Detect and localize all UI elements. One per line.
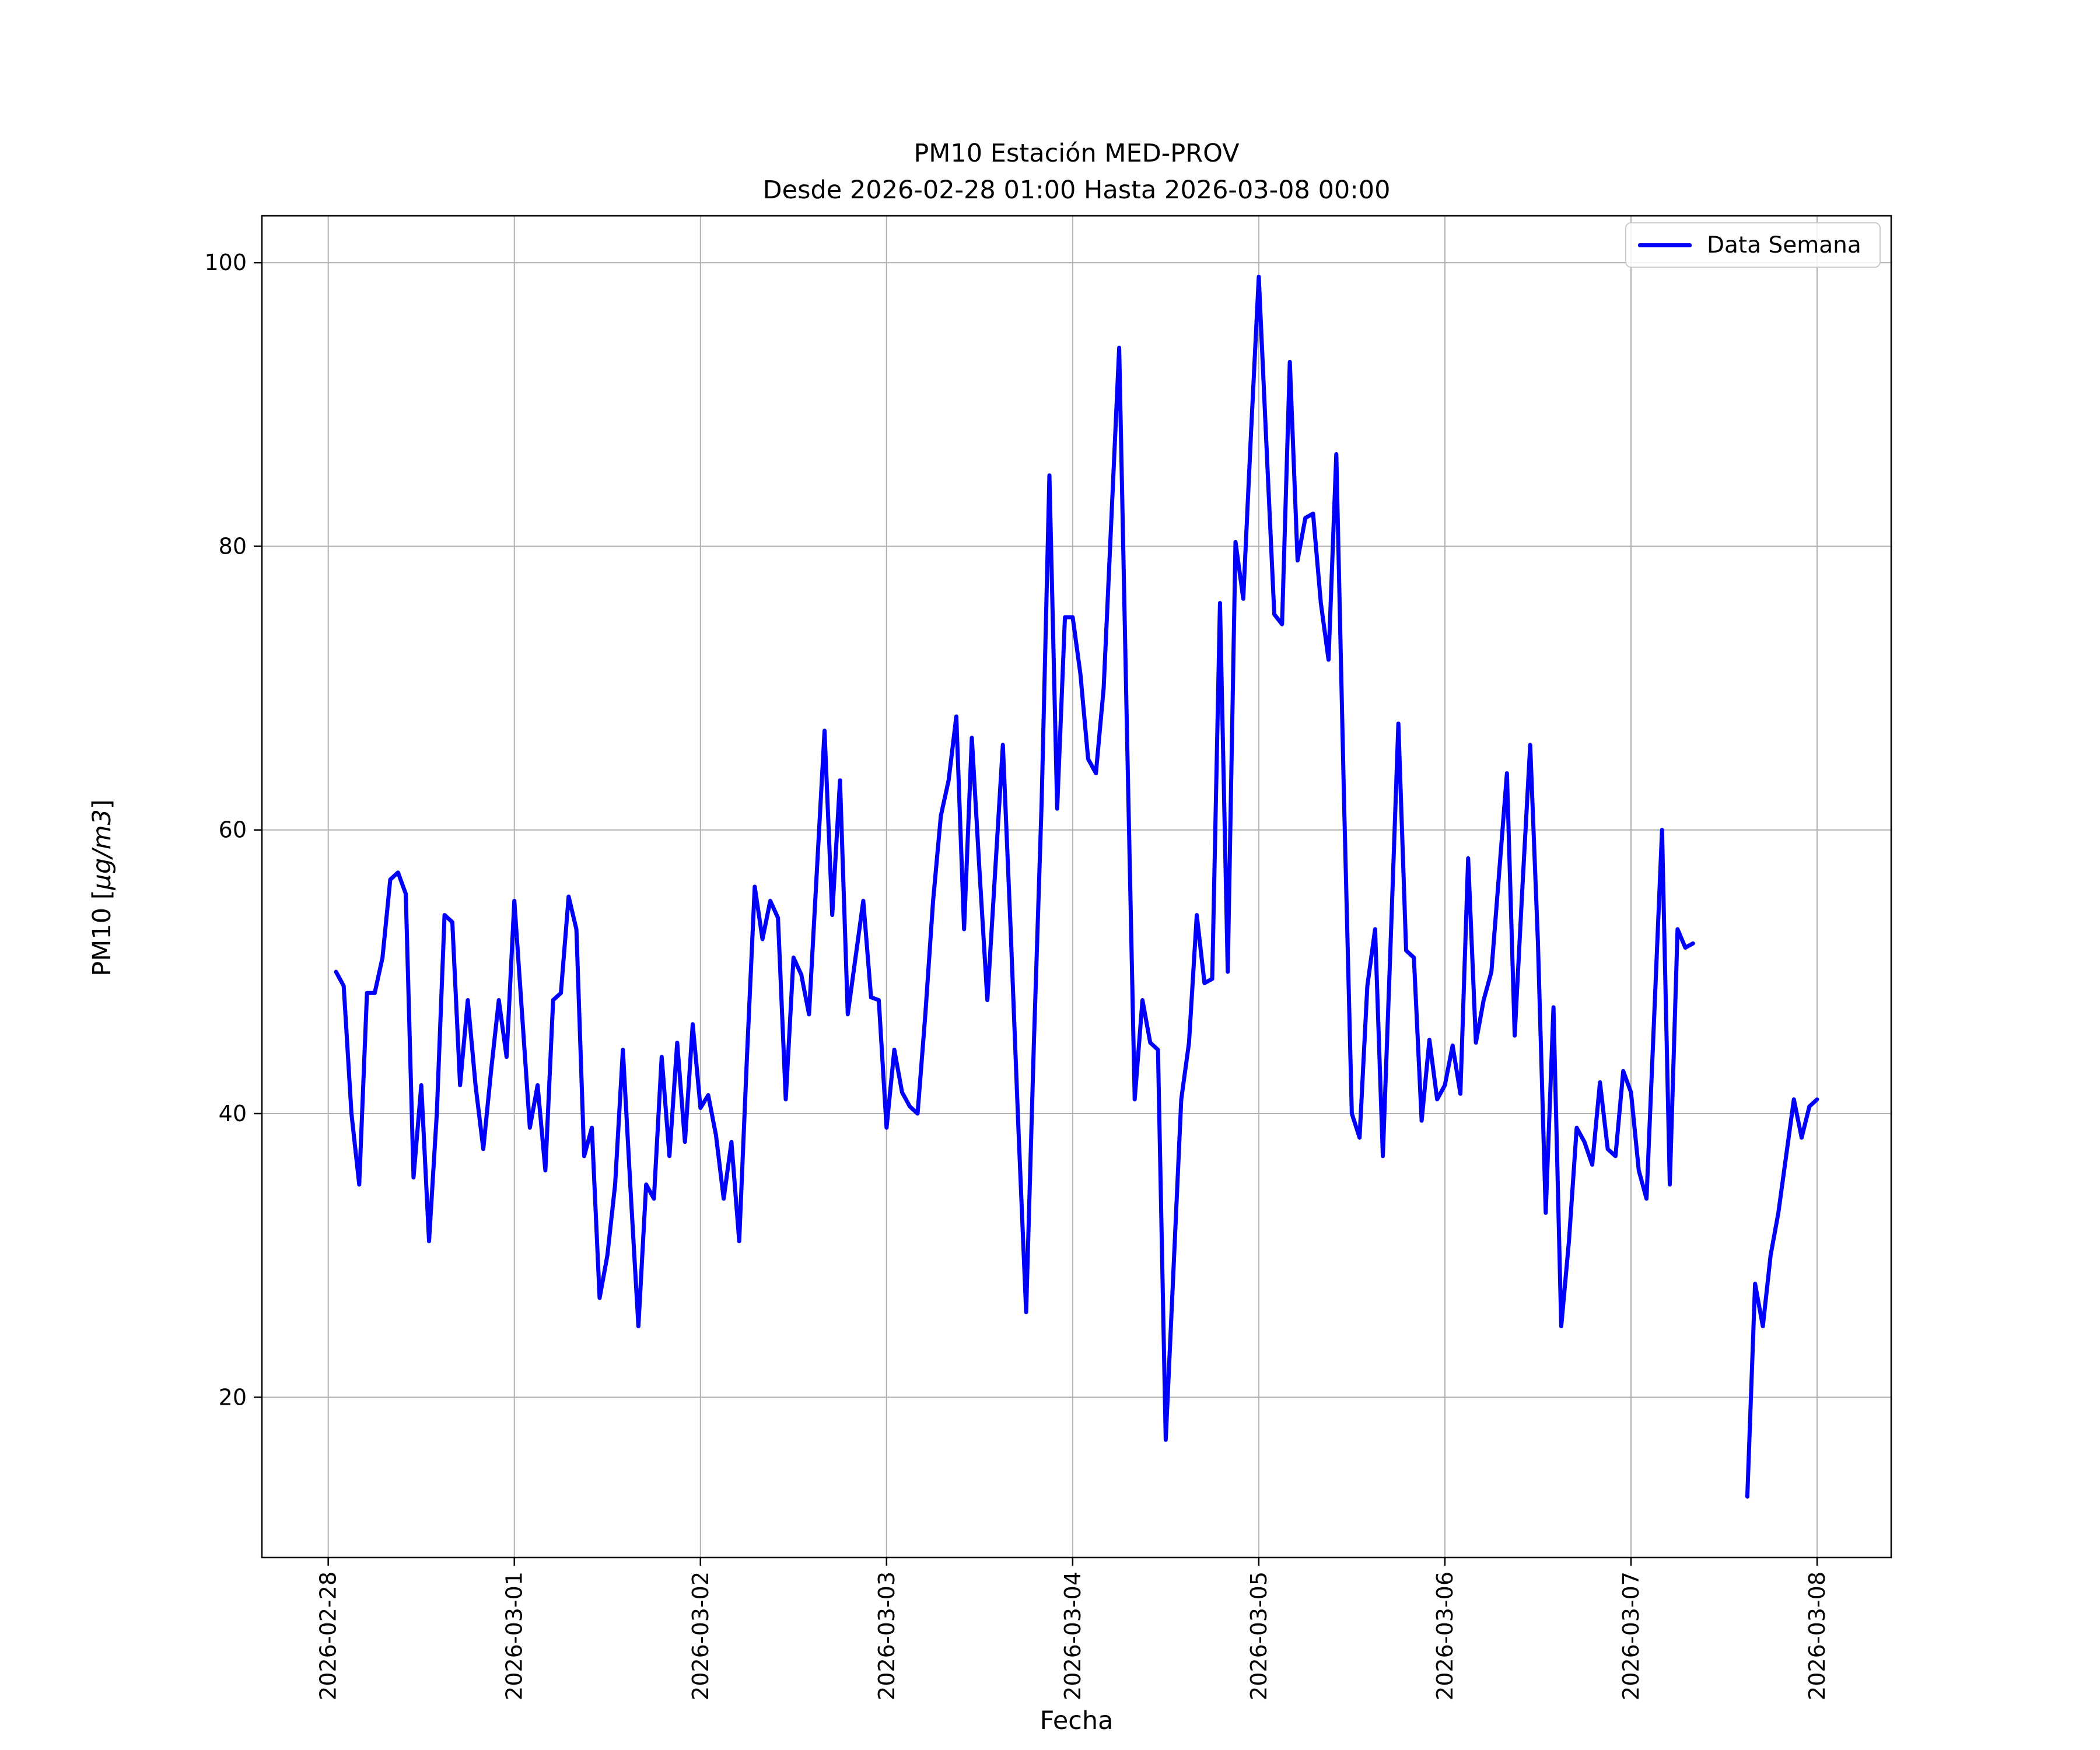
x-tick-label: 2026-03-01 bbox=[502, 1572, 527, 1700]
y-axis-label-units: μg/m3 bbox=[88, 809, 117, 890]
x-tick-label: 2026-02-28 bbox=[316, 1572, 341, 1700]
chart-title: PM10 Estación MED-PROV Desde 2026-02-28 … bbox=[262, 135, 1891, 209]
chart-title-line-1: PM10 Estación MED-PROV bbox=[914, 139, 1240, 168]
y-tick-label: 80 bbox=[219, 533, 247, 559]
data-line bbox=[1745, 1097, 1819, 1499]
x-tick-label: 2026-03-04 bbox=[1060, 1572, 1086, 1700]
y-tick-label: 20 bbox=[219, 1384, 247, 1410]
data-line bbox=[334, 275, 1695, 1442]
x-tick-label: 2026-03-06 bbox=[1432, 1572, 1458, 1700]
x-tick-label: 2026-03-02 bbox=[688, 1572, 713, 1700]
y-axis-label-bracket: ] bbox=[88, 799, 117, 810]
chart-title-line-2: Desde 2026-02-28 01:00 Hasta 2026-03-08 … bbox=[762, 176, 1391, 205]
y-tick-label: 40 bbox=[219, 1101, 247, 1126]
y-axis-label-text: PM10 [ bbox=[88, 890, 117, 977]
axes-frame bbox=[261, 215, 1892, 1559]
x-tick-label: 2026-03-05 bbox=[1246, 1572, 1272, 1700]
x-tick-label: 2026-03-03 bbox=[874, 1572, 900, 1700]
y-axis-label: PM10 [μg/m3] bbox=[88, 654, 120, 1121]
y-tick-label: 60 bbox=[219, 817, 247, 843]
y-tick-label: 100 bbox=[204, 250, 247, 275]
x-tick-label: 2026-03-07 bbox=[1618, 1572, 1644, 1700]
legend-label: Data Semana bbox=[1707, 232, 1861, 258]
x-tick-label: 2026-03-08 bbox=[1804, 1572, 1830, 1700]
legend-line-swatch bbox=[1638, 243, 1692, 247]
x-axis-label: Fecha bbox=[1040, 1706, 1114, 1735]
legend: Data Semana bbox=[1625, 222, 1881, 268]
